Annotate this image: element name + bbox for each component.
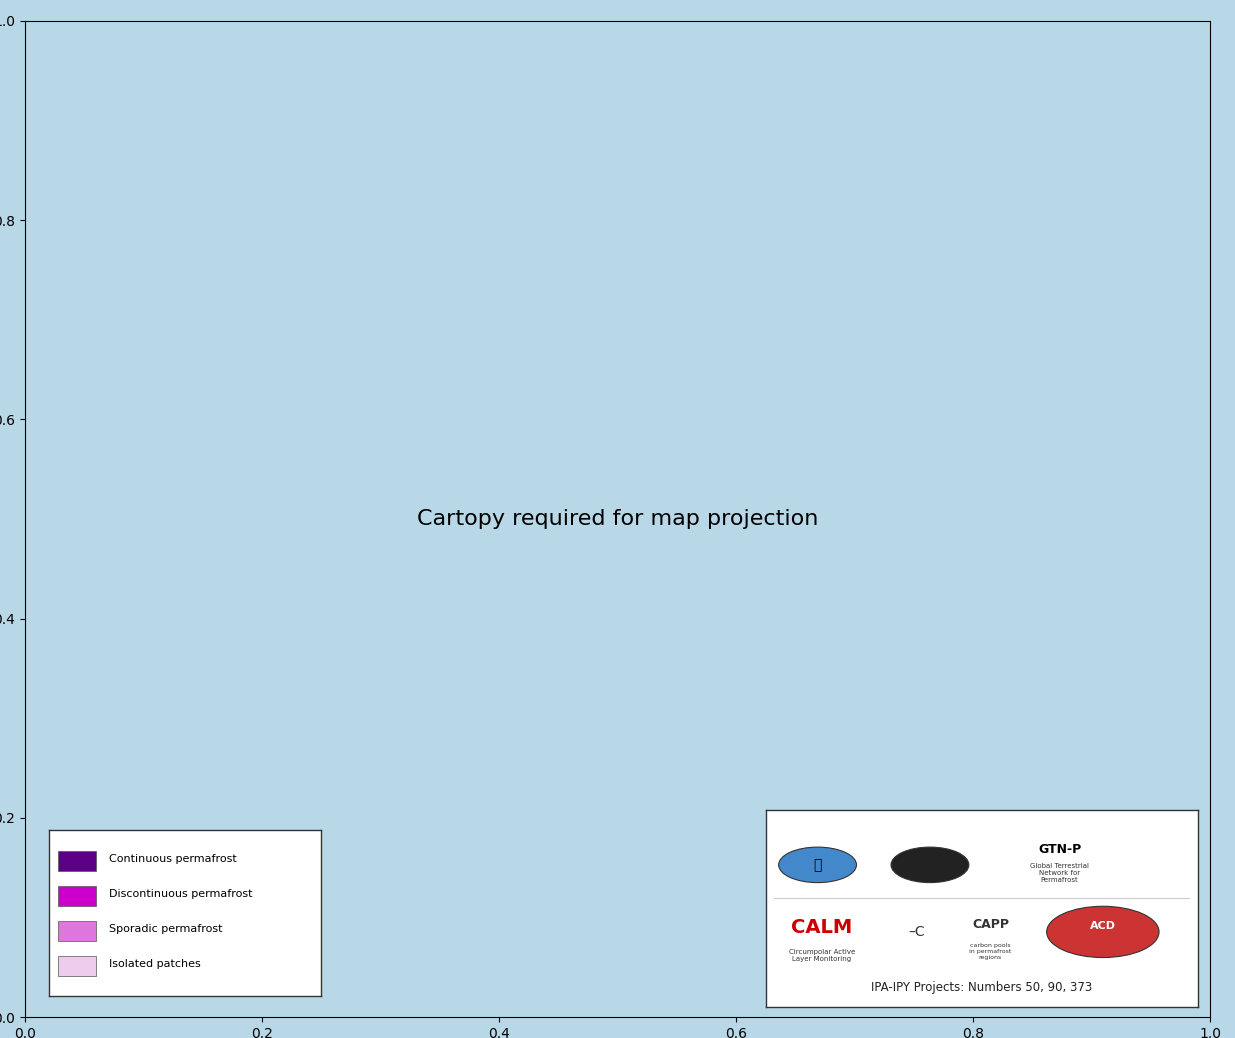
Text: CALM: CALM [792, 919, 852, 937]
Circle shape [778, 847, 857, 882]
Text: Global Terrestrial
Network for
Permafrost: Global Terrestrial Network for Permafros… [1030, 863, 1089, 882]
Text: 🌍: 🌍 [814, 857, 821, 872]
Text: Circumpolar Active
Layer Monitoring: Circumpolar Active Layer Monitoring [789, 949, 855, 962]
Text: Discontinuous permafrost: Discontinuous permafrost [109, 890, 253, 899]
FancyBboxPatch shape [58, 886, 95, 906]
FancyBboxPatch shape [58, 921, 95, 940]
Text: –C: –C [909, 925, 925, 939]
FancyBboxPatch shape [58, 956, 95, 976]
Circle shape [1046, 906, 1160, 957]
Circle shape [892, 847, 968, 882]
Text: Isolated patches: Isolated patches [109, 959, 201, 969]
Text: Sporadic permafrost: Sporadic permafrost [109, 924, 222, 934]
Text: Cartopy required for map projection: Cartopy required for map projection [416, 509, 818, 529]
FancyBboxPatch shape [58, 851, 95, 871]
Text: CAPP: CAPP [972, 918, 1009, 930]
Text: IPA-IPY Projects: Numbers 50, 90, 373: IPA-IPY Projects: Numbers 50, 90, 373 [871, 981, 1093, 993]
Text: GTN-P: GTN-P [1037, 843, 1082, 855]
Text: carbon pools
in permafrost
regions: carbon pools in permafrost regions [969, 944, 1011, 960]
Text: Continuous permafrost: Continuous permafrost [109, 854, 237, 865]
Text: ACD: ACD [1089, 921, 1116, 931]
